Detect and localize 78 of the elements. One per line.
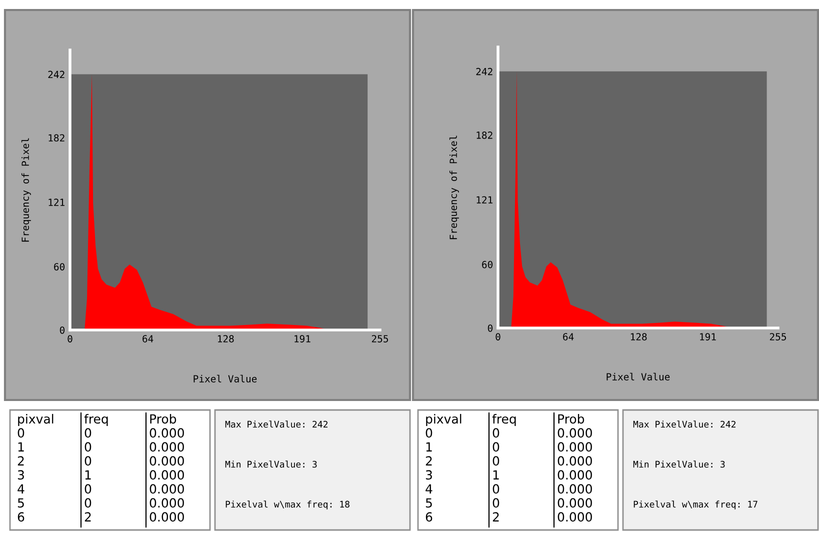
x-tick-label: 0	[496, 333, 500, 340]
text: Min PixelValue: 3	[633, 460, 725, 468]
x-tick-label: 255	[372, 335, 388, 342]
x-tick-label: 191	[700, 333, 716, 340]
text: 0.000	[150, 484, 184, 494]
text: 0	[84, 484, 92, 494]
text: 0	[426, 428, 432, 438]
text: freq	[84, 414, 108, 426]
text: 1	[85, 470, 91, 480]
y-tick-label: 121	[476, 196, 492, 204]
text: 3	[426, 470, 432, 480]
text: 5	[426, 498, 432, 508]
text: 5	[18, 498, 24, 508]
text: 4	[426, 484, 432, 494]
text: Min PixelValue: 3	[225, 460, 317, 468]
text: 2	[426, 456, 432, 466]
text: 0	[492, 456, 500, 466]
y-tick-label: 121	[48, 198, 64, 206]
text: 0.000	[150, 498, 184, 508]
text: 2	[492, 512, 499, 522]
text: 0	[84, 456, 92, 466]
text: 0.000	[558, 442, 592, 452]
text: 0.000	[558, 456, 592, 466]
text: 0.000	[150, 470, 184, 480]
text: Prob	[150, 414, 176, 424]
text: 0.000	[150, 456, 184, 466]
text: 6	[426, 512, 432, 522]
text: 0.000	[558, 470, 592, 480]
text: Pixelval w\max freq: 18	[226, 500, 350, 510]
text: pixval	[18, 414, 54, 426]
text: 0.000	[558, 428, 592, 438]
text: Prob	[558, 414, 584, 424]
x-tick-label: 128	[630, 333, 647, 340]
text: 0	[492, 484, 500, 494]
text: pixval	[426, 414, 462, 426]
text: Pixelval w\max freq: 17	[634, 500, 758, 510]
x-tick-label: 255	[770, 333, 786, 340]
y-tick-label: 0	[488, 324, 493, 332]
text: 0.000	[150, 428, 184, 438]
text: 0	[492, 428, 500, 438]
y-tick-label: 0	[60, 326, 65, 334]
text: 0.000	[150, 512, 184, 522]
text: 0	[492, 498, 500, 508]
y-tick-label: 60	[54, 263, 65, 270]
text: 1	[493, 470, 499, 480]
text: 0	[84, 428, 92, 438]
text: Max PixelValue: 242	[225, 420, 328, 428]
text: 2	[84, 512, 91, 522]
x-tick-label: 0	[68, 335, 72, 342]
x-tick-label: 128	[218, 335, 234, 342]
text: 0	[84, 442, 92, 452]
text: 0	[492, 442, 500, 452]
text: 1	[18, 442, 24, 452]
x-tick-label: 64	[142, 335, 154, 342]
y-axis-title: Frequency of Pixel	[21, 138, 31, 242]
y-tick-label: 182	[476, 132, 492, 139]
x-tick-label: 191	[294, 335, 310, 342]
text: freq	[492, 414, 516, 426]
x-axis-title: Pixel Value	[194, 374, 257, 382]
x-tick-label: 64	[563, 333, 574, 340]
text: 4	[18, 484, 24, 494]
text: Max PixelValue: 242	[633, 420, 736, 428]
y-tick-label: 242	[476, 68, 492, 76]
text: 0.000	[558, 512, 592, 522]
text: 0	[18, 428, 24, 438]
text: 0.000	[558, 498, 592, 508]
y-axis-title: Frequency of Pixel	[449, 136, 459, 240]
text: 0.000	[150, 442, 184, 452]
text: 3	[18, 470, 24, 480]
x-axis-title: Pixel Value	[606, 372, 670, 380]
y-tick-label: 60	[482, 260, 493, 268]
text: 2	[18, 456, 24, 466]
text: 0	[84, 498, 92, 508]
text: 1	[426, 442, 432, 452]
text: 6	[18, 512, 24, 522]
y-tick-label: 182	[48, 134, 64, 142]
text: 0.000	[558, 484, 592, 494]
y-tick-label: 242	[48, 70, 64, 78]
